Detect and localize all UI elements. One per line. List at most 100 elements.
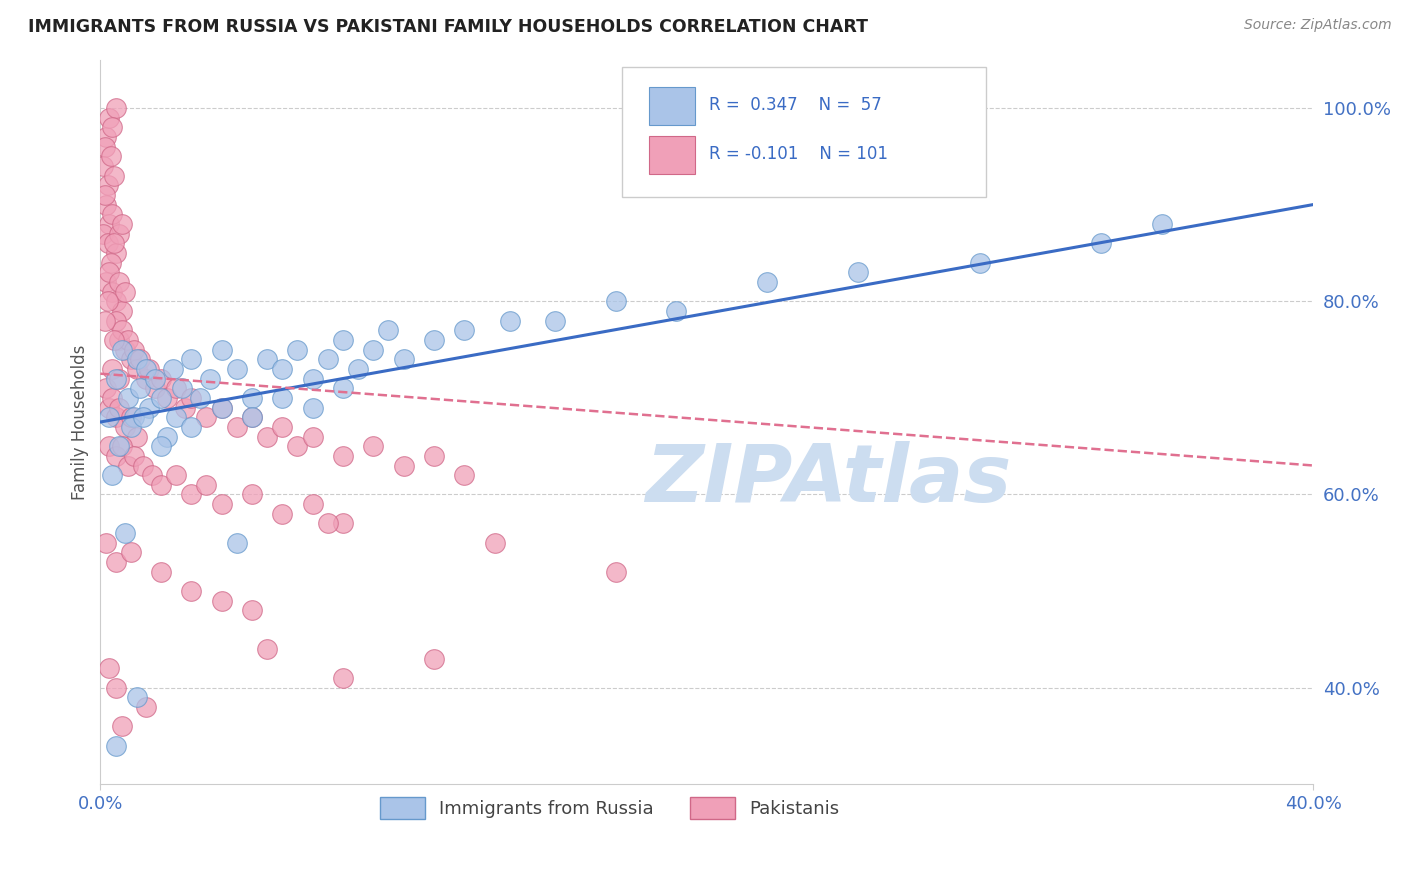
Point (107, 275, 129, 289)
Point (132, 410, 155, 425)
Point (225, 420, 247, 434)
Point (101, 207, 124, 221)
Point (165, 410, 187, 425)
Point (162, 362, 184, 376)
Point (132, 458, 155, 473)
Point (180, 487, 202, 501)
Point (117, 458, 139, 473)
Point (150, 478, 173, 492)
Point (150, 371, 173, 385)
Point (423, 333, 446, 347)
Point (122, 449, 145, 463)
Point (110, 217, 132, 231)
Point (240, 487, 263, 501)
Point (180, 584, 202, 599)
Point (101, 120, 124, 135)
Point (211, 401, 233, 415)
Point (98, 265, 121, 279)
Point (484, 536, 506, 550)
Point (125, 690, 148, 705)
Y-axis label: Family Households: Family Households (72, 344, 89, 500)
Point (120, 420, 142, 434)
Point (104, 246, 127, 260)
Point (96, 129, 118, 144)
Point (156, 391, 179, 405)
Point (316, 352, 339, 367)
Point (135, 700, 157, 714)
Point (150, 439, 173, 453)
Point (211, 401, 233, 415)
Text: R =  0.347    N =  57: R = 0.347 N = 57 (709, 95, 882, 113)
Point (94, 139, 117, 153)
Point (271, 507, 294, 521)
Point (377, 323, 399, 337)
Point (122, 343, 145, 357)
Point (316, 516, 339, 531)
Point (103, 236, 125, 251)
Point (103, 169, 125, 183)
Point (332, 671, 354, 685)
Point (332, 516, 354, 531)
Point (225, 536, 247, 550)
Point (423, 449, 446, 463)
Point (117, 333, 139, 347)
Point (97, 178, 120, 193)
Point (97, 294, 120, 309)
Point (94, 313, 117, 327)
Point (301, 429, 323, 443)
Point (143, 381, 166, 395)
Point (180, 420, 202, 434)
Point (125, 429, 148, 443)
Point (104, 739, 127, 753)
Point (287, 343, 309, 357)
Point (107, 439, 129, 453)
Point (665, 304, 688, 318)
Point (96, 197, 118, 211)
Point (361, 439, 384, 453)
Point (94, 187, 117, 202)
Point (110, 343, 132, 357)
Legend: Immigrants from Russia, Pakistanis: Immigrants from Russia, Pakistanis (373, 789, 846, 826)
Point (195, 478, 218, 492)
Point (1090, 236, 1112, 251)
Point (198, 371, 221, 385)
Point (453, 323, 475, 337)
Point (98, 217, 121, 231)
Point (605, 565, 627, 579)
Point (392, 458, 415, 473)
Point (101, 468, 124, 483)
Point (104, 555, 127, 569)
Point (138, 362, 160, 376)
Point (240, 410, 263, 425)
Point (98, 410, 121, 425)
Text: Source: ZipAtlas.com: Source: ZipAtlas.com (1244, 18, 1392, 32)
Text: ZIPAtlas: ZIPAtlas (645, 441, 1011, 519)
Point (96, 275, 118, 289)
Point (104, 449, 127, 463)
Point (165, 468, 187, 483)
Point (174, 401, 197, 415)
Point (256, 642, 278, 657)
Point (93, 227, 115, 241)
Point (120, 352, 142, 367)
Point (180, 391, 202, 405)
Point (110, 439, 132, 453)
FancyBboxPatch shape (621, 67, 986, 197)
Point (271, 391, 294, 405)
Point (96, 381, 118, 395)
Point (195, 410, 218, 425)
Bar (648, 87, 695, 125)
Point (104, 101, 127, 115)
Point (93, 159, 115, 173)
Point (256, 352, 278, 367)
Point (225, 362, 247, 376)
Point (101, 285, 124, 299)
Point (287, 439, 309, 453)
Point (120, 410, 142, 425)
Point (143, 371, 166, 385)
Point (110, 719, 132, 733)
Point (848, 265, 870, 279)
Point (165, 381, 187, 395)
Point (122, 410, 145, 425)
Point (101, 362, 124, 376)
